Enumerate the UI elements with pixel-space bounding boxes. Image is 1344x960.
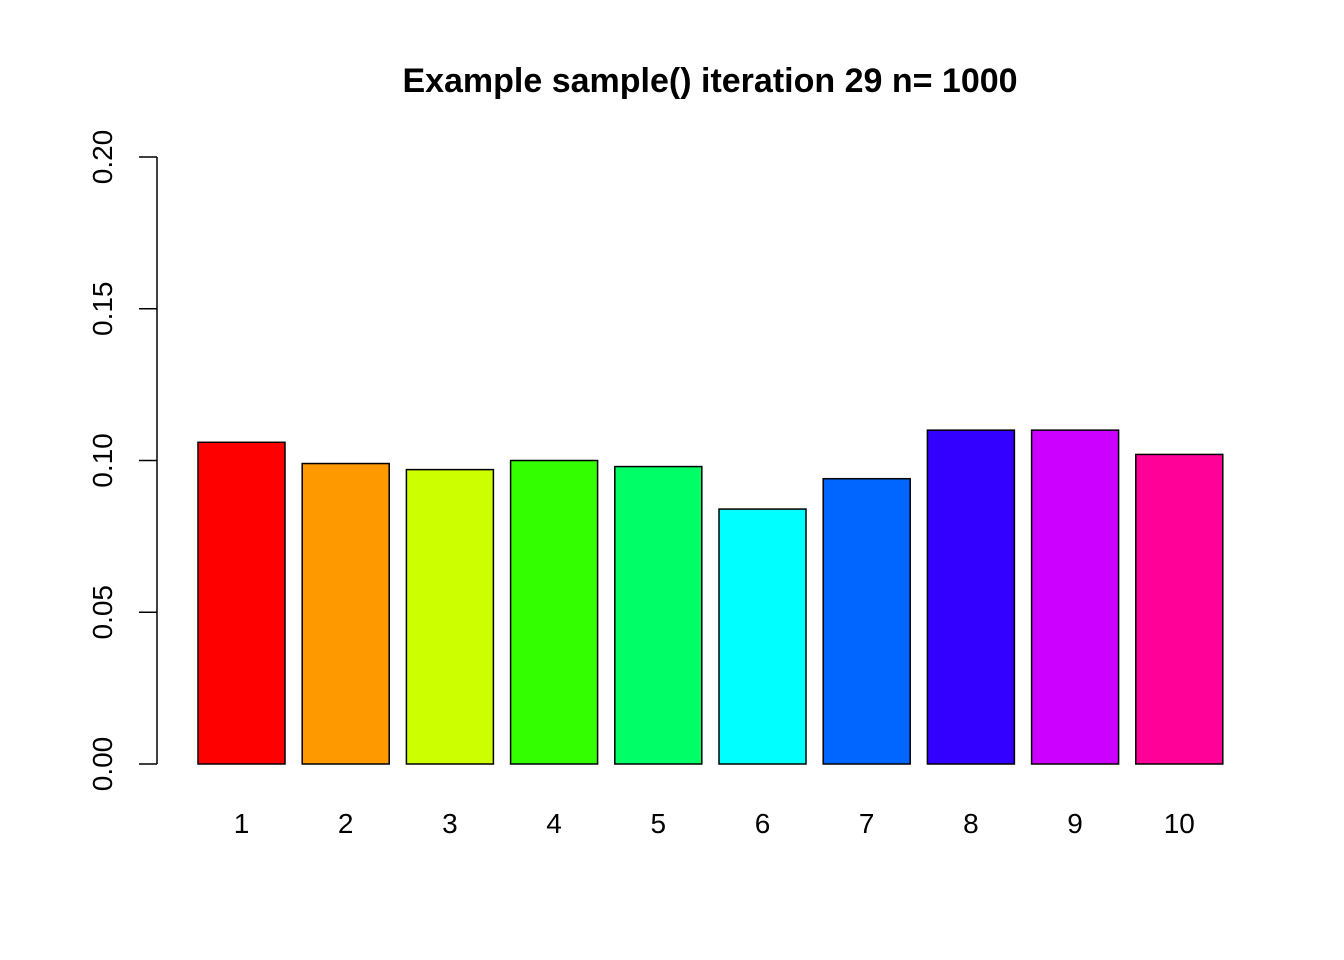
bar-1 [197,441,286,765]
bars [197,429,1224,765]
bar-9 [1030,429,1120,765]
x-tick-label: 10 [1164,808,1195,839]
y-tick-label: 0.00 [87,737,118,792]
x-tick-label: 3 [442,808,458,839]
x-tick-label: 8 [963,808,979,839]
bar-6 [718,508,807,765]
x-tick-label: 9 [1067,808,1083,839]
bar-7 [822,477,911,765]
x-tick-label: 7 [859,808,875,839]
bar-10 [1135,453,1224,765]
x-axis-labels: 1 2 3 4 5 6 7 8 9 10 [234,808,1195,839]
bar-4 [509,459,599,765]
bar-3 [405,468,495,765]
x-tick-label: 6 [755,808,771,839]
y-tick-label: 0.20 [87,130,118,185]
y-axis: 0.00 0.05 0.10 0.15 0.20 [87,130,158,792]
y-tick-label: 0.05 [87,585,118,640]
bar-2 [301,462,390,765]
x-tick-label: 2 [338,808,354,839]
bar-5 [614,465,703,765]
y-tick-label: 0.15 [87,282,118,337]
bar-8 [926,429,1016,765]
x-tick-label: 4 [546,808,562,839]
y-tick-label: 0.10 [87,433,118,488]
x-tick-label: 5 [651,808,667,839]
x-tick-label: 1 [234,808,250,839]
chart-title: Example sample() iteration 29 n= 1000 [402,62,1017,100]
